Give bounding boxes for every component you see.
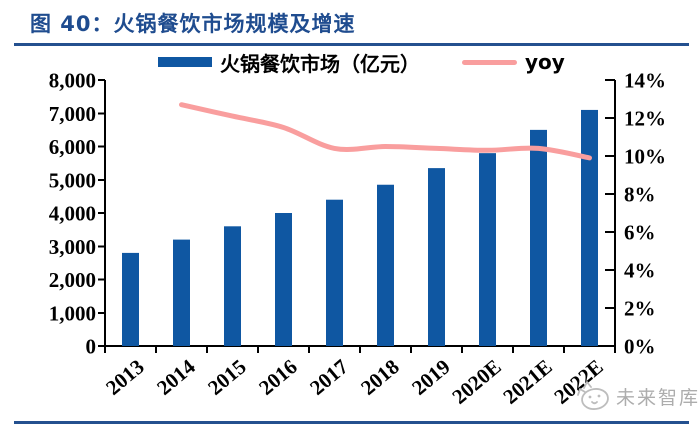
right-tick-label: 0% [624, 335, 656, 359]
legend-line-swatch-icon [462, 59, 517, 65]
x-label-2014: 2014 [152, 354, 200, 400]
x-label-2018: 2018 [356, 354, 404, 399]
title-divider [14, 43, 689, 46]
bar-2020E [479, 153, 496, 346]
bar-2014 [173, 239, 190, 346]
legend-bar-label: 火锅餐饮市场（亿元） [220, 51, 420, 76]
footer-divider [14, 421, 689, 424]
bar-2016 [275, 213, 292, 346]
x-label-2015: 2015 [203, 354, 251, 399]
bar-2019 [428, 168, 445, 346]
legend-bar-swatch-icon [158, 57, 212, 67]
bar-2017 [326, 199, 343, 346]
left-tick-label: 1,000 [49, 301, 96, 325]
bar-2021E [530, 129, 547, 346]
left-tick-label: 5,000 [49, 168, 96, 192]
x-label-2019: 2019 [407, 354, 455, 399]
left-tick-label: 8,000 [49, 69, 96, 93]
left-tick-label: 7,000 [49, 102, 96, 126]
right-tick-label: 14% [624, 69, 666, 93]
cat-logo-icon [577, 381, 609, 410]
bar-2013 [122, 252, 139, 346]
bar-series [122, 109, 598, 346]
left-tick-label: 4,000 [49, 202, 96, 226]
bar-2018 [377, 184, 394, 346]
right-tick-label: 2% [624, 297, 656, 321]
chart-legend: 火锅餐饮市场（亿元） yoy [158, 50, 565, 76]
right-tick-label: 10% [624, 145, 666, 169]
figure-title: 图 40：火锅餐饮市场规模及增速 [30, 12, 356, 36]
left-tick-label: 6,000 [49, 135, 96, 159]
x-label-2020E: 2020E [447, 354, 505, 408]
yoy-line [179, 102, 592, 161]
watermark: 未来智库 [574, 380, 700, 412]
x-label-2016: 2016 [254, 354, 302, 399]
right-tick-label: 6% [624, 221, 656, 245]
legend-yoy-label: yoy [525, 50, 565, 74]
right-tick-label: 8% [624, 183, 656, 207]
bar-2022E [581, 109, 598, 346]
left-tick-label: 0 [86, 335, 97, 359]
x-label-2021E: 2021E [498, 354, 556, 408]
left-tick-label: 2,000 [49, 268, 96, 292]
right-tick-label: 4% [624, 259, 656, 283]
x-label-2017: 2017 [305, 354, 353, 399]
left-tick-label: 3,000 [49, 235, 96, 259]
right-tick-label: 12% [624, 107, 666, 131]
bar-2015 [224, 226, 241, 346]
brand-name: 未来智库 [616, 386, 700, 409]
x-label-2013: 2013 [101, 354, 149, 399]
